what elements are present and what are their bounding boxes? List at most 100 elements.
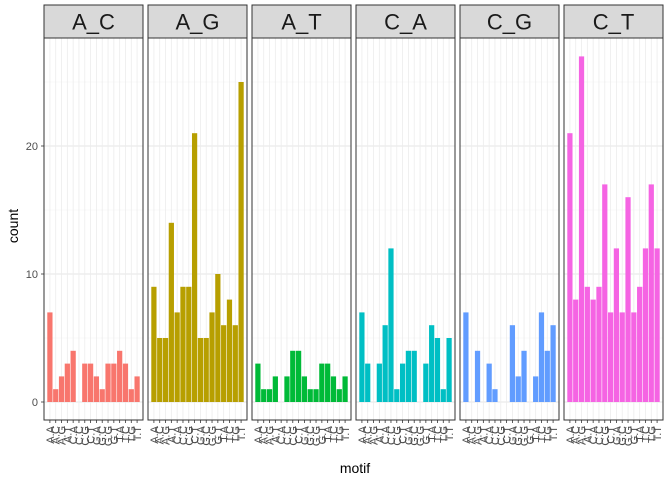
x-tick-label: G.T bbox=[317, 426, 329, 445]
bar bbox=[301, 376, 308, 402]
bar bbox=[162, 338, 169, 402]
bar bbox=[654, 248, 660, 402]
x-tick-label: T.C bbox=[224, 426, 236, 443]
facet-a_g: A_GA.AA.CA.GA.TC.AC.CC.GC.TG.AG.CG.GG.TT… bbox=[147, 4, 248, 446]
y-tick-label: 20 bbox=[26, 141, 38, 153]
bar bbox=[405, 350, 412, 402]
x-tick-label: A.T bbox=[478, 426, 490, 443]
x-tick-label: G.T bbox=[525, 426, 537, 445]
x-tick-label: C.C bbox=[594, 426, 606, 445]
bar bbox=[631, 312, 637, 402]
x-tick-label: A.C bbox=[51, 426, 63, 444]
facet-strip bbox=[355, 4, 456, 39]
x-tick-label: C.C bbox=[282, 426, 294, 445]
x-tick-label: T.G bbox=[126, 426, 138, 443]
x-tick-label: T.G bbox=[542, 426, 554, 443]
bar bbox=[117, 350, 123, 402]
x-tick-label: C.T bbox=[294, 426, 306, 444]
x-tick-label: C.A bbox=[380, 425, 392, 444]
x-tick-label: A.C bbox=[363, 426, 375, 444]
bar bbox=[365, 363, 371, 402]
x-tick-label: C.C bbox=[178, 426, 190, 445]
bar bbox=[284, 376, 290, 402]
x-tick-label: T.A bbox=[531, 425, 543, 442]
bar bbox=[434, 338, 441, 402]
x-axis-title: motif bbox=[340, 460, 370, 476]
y-axis: 0 10 20 bbox=[26, 141, 44, 409]
facet-label: A_T bbox=[281, 10, 321, 35]
bar bbox=[584, 286, 590, 402]
bar bbox=[440, 389, 446, 402]
bar bbox=[342, 376, 348, 402]
x-tick-label: C.C bbox=[74, 426, 86, 445]
bar bbox=[376, 363, 382, 402]
bar bbox=[203, 338, 209, 402]
x-tick-label: A.G bbox=[473, 426, 485, 445]
x-tick-label: A.G bbox=[369, 426, 381, 445]
x-tick-label: A.T bbox=[374, 426, 386, 443]
x-tick-label: G.G bbox=[519, 426, 531, 446]
bar bbox=[64, 363, 70, 402]
x-tick-label: C.G bbox=[80, 426, 92, 446]
x-tick-label: T.A bbox=[219, 425, 231, 442]
x-tick-label: A.A bbox=[357, 425, 369, 443]
bar bbox=[215, 274, 221, 402]
x-tick-label: T.T bbox=[652, 426, 664, 442]
facet-strip bbox=[43, 4, 144, 39]
bar bbox=[336, 389, 342, 402]
bar bbox=[330, 376, 337, 402]
facet-label: C_T bbox=[593, 10, 635, 35]
x-tick-label: A.A bbox=[253, 425, 265, 443]
x-tick-label: T.C bbox=[120, 426, 132, 443]
bar bbox=[226, 299, 233, 402]
x-tick-label: C.A bbox=[172, 425, 184, 444]
bar bbox=[134, 376, 140, 402]
y-axis-title: count bbox=[5, 209, 21, 243]
x-tick-label: G.C bbox=[201, 426, 213, 446]
x-tick-label: T.A bbox=[323, 425, 335, 442]
bar bbox=[261, 389, 267, 402]
panel-background bbox=[564, 38, 663, 420]
x-tick-label: C.T bbox=[398, 426, 410, 444]
bar bbox=[521, 350, 527, 402]
bar bbox=[105, 363, 111, 402]
bar bbox=[53, 389, 59, 402]
bar bbox=[70, 350, 76, 402]
x-tick-label: A.T bbox=[166, 426, 178, 443]
x-tick-label: C.G bbox=[496, 426, 508, 446]
bar bbox=[474, 350, 481, 402]
x-tick-label: G.T bbox=[629, 426, 641, 445]
facet-label: C_A bbox=[384, 10, 427, 35]
bar bbox=[411, 350, 417, 402]
x-tick-label: G.G bbox=[311, 426, 323, 446]
x-tick-label: T.G bbox=[646, 426, 658, 443]
x-tick-label: G.C bbox=[513, 426, 525, 446]
bar bbox=[538, 312, 545, 402]
bar bbox=[93, 376, 100, 402]
bar bbox=[637, 286, 643, 402]
bar bbox=[313, 389, 319, 402]
x-tick-label: A.G bbox=[161, 426, 173, 445]
bar bbox=[509, 325, 516, 402]
x-tick-label: C.G bbox=[184, 426, 196, 446]
x-tick-label: G.A bbox=[611, 425, 623, 445]
facet-panels: A_CA.AA.CA.GA.TC.AC.CC.GC.TG.AG.CG.GG.TT… bbox=[43, 4, 664, 446]
bar bbox=[168, 222, 174, 402]
x-tick-label: T.T bbox=[236, 426, 248, 442]
x-tick-label: T.A bbox=[635, 425, 647, 442]
bar bbox=[492, 389, 498, 402]
bar bbox=[58, 376, 65, 402]
bar bbox=[550, 325, 556, 402]
x-tick-label: T.C bbox=[328, 426, 340, 443]
x-tick-label: C.A bbox=[588, 425, 600, 444]
x-tick-label: G.A bbox=[507, 425, 519, 445]
x-tick-label: C.G bbox=[392, 426, 404, 446]
x-tick-label: T.C bbox=[536, 426, 548, 443]
bar bbox=[186, 286, 192, 402]
facet-strip bbox=[147, 4, 248, 39]
facet-strip bbox=[459, 4, 560, 39]
x-tick-label: A.T bbox=[270, 426, 282, 443]
bar bbox=[319, 363, 325, 402]
x-tick-label: A.G bbox=[577, 426, 589, 445]
x-tick-label: T.T bbox=[132, 426, 144, 442]
